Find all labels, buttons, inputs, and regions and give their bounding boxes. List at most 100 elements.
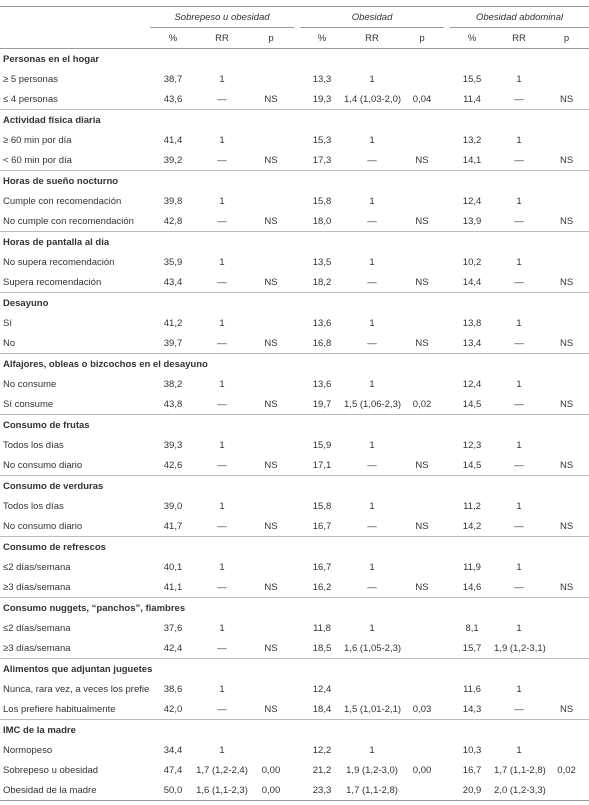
cell: 0,02 bbox=[412, 398, 432, 410]
cell: — bbox=[367, 520, 377, 532]
cell: 0,00 bbox=[248, 780, 295, 801]
cell bbox=[544, 313, 589, 333]
cell: 14,5 bbox=[462, 459, 482, 471]
data-row: Sí consume 43,8 — NS 19,7 1,5 (1,06-2,3) 0,02 1… bbox=[0, 394, 589, 415]
data-row: Cumple con recomendación 39,8 1 15,8 1 12,4 1 bbox=[0, 191, 589, 211]
cell bbox=[400, 557, 444, 577]
section-title: Consumo de refrescos bbox=[0, 536, 589, 557]
cell: 1 bbox=[219, 317, 225, 329]
cell: 14,1 bbox=[462, 154, 482, 166]
cell: 39,2 bbox=[163, 154, 183, 166]
cell: NS bbox=[415, 276, 429, 288]
cell: NS bbox=[264, 398, 278, 410]
cell bbox=[400, 740, 444, 760]
row-label: ≥3 días/semana bbox=[3, 642, 71, 654]
cell: 11,6 bbox=[463, 683, 481, 695]
cell bbox=[544, 638, 589, 659]
section-title: Alfajores, obleas o bizcochos en el desa… bbox=[0, 353, 589, 374]
row-label: ≤ 4 personas bbox=[3, 93, 58, 105]
cell: 1,9 (1,2-3,1) bbox=[494, 642, 546, 654]
gap bbox=[444, 27, 451, 49]
column-header: % bbox=[450, 27, 495, 49]
cell bbox=[248, 496, 294, 516]
column-header: p bbox=[544, 27, 589, 49]
cell: 13,6 bbox=[312, 317, 332, 329]
column-header: p bbox=[400, 27, 445, 49]
section-title: Horas de sueño nocturno bbox=[0, 170, 589, 191]
cell: 11,2 bbox=[463, 500, 481, 512]
cell: 38,2 bbox=[163, 378, 183, 390]
gap bbox=[294, 27, 301, 49]
cell: 1 bbox=[219, 378, 225, 390]
cell: — bbox=[514, 581, 524, 593]
empty-header bbox=[0, 6, 150, 28]
gap bbox=[294, 6, 301, 28]
cell: 14,2 bbox=[462, 520, 482, 532]
cell: 1 bbox=[219, 256, 225, 268]
cell: 17,3 bbox=[312, 154, 332, 166]
cell: 13,5 bbox=[312, 256, 332, 268]
section-row: Consumo nuggets, “panchos”, fiambres bbox=[0, 597, 589, 618]
cell bbox=[544, 191, 589, 211]
cell: NS bbox=[264, 581, 278, 593]
cell: 12,3 bbox=[462, 439, 482, 451]
column-header: RR bbox=[494, 27, 545, 49]
cell bbox=[400, 374, 444, 394]
cell: NS bbox=[415, 215, 429, 227]
data-row: No cumple con recomendación 42,8 — NS 18,0 — N… bbox=[0, 211, 589, 232]
group-header-row: Sobrepeso u obesidad Obesidad Obesidad abd… bbox=[0, 6, 589, 28]
cell: 10,2 bbox=[462, 256, 482, 268]
cell: — bbox=[367, 276, 377, 288]
cell: 39,8 bbox=[163, 195, 183, 207]
cell: — bbox=[217, 459, 227, 471]
cell: 10,3 bbox=[462, 744, 482, 756]
section-row: Consumo de refrescos bbox=[0, 536, 589, 557]
cell: 16,7 bbox=[312, 520, 332, 532]
cell: 1 bbox=[219, 134, 225, 146]
cell bbox=[544, 557, 589, 577]
results-table: Sobrepeso u obesidad Obesidad Obesidad abd… bbox=[0, 6, 589, 801]
data-row: Los prefiere habitualmente 42,0 — NS 18,4 1,5… bbox=[0, 699, 589, 720]
data-row: ≤2 días/semana 40,1 1 16,7 1 11,9 1 bbox=[0, 557, 589, 577]
cell: 19,3 bbox=[312, 93, 332, 105]
cell: 1,7 (1,2-2,4) bbox=[196, 764, 248, 776]
cell bbox=[248, 679, 294, 699]
section-title: Consumo de frutas bbox=[0, 414, 589, 435]
section-title: IMC de la madre bbox=[0, 719, 589, 740]
cell bbox=[248, 740, 294, 760]
cell: 0,00 bbox=[261, 764, 281, 776]
section-row: Personas en el hogar bbox=[0, 49, 589, 70]
cell: 0,02 bbox=[557, 764, 576, 776]
cell: — bbox=[514, 398, 524, 410]
cell: — bbox=[217, 581, 227, 593]
row-label: ≥3 días/semana bbox=[3, 581, 71, 593]
cell: 13,8 bbox=[462, 317, 482, 329]
cell: 17,1 bbox=[312, 459, 332, 471]
cell: 18,0 bbox=[312, 215, 332, 227]
cell: — bbox=[217, 398, 227, 410]
cell: 12,4 bbox=[462, 378, 482, 390]
section-row: Horas de sueño nocturno bbox=[0, 170, 589, 191]
cell bbox=[400, 191, 444, 211]
cell: 15,7 bbox=[462, 642, 482, 654]
section-row: Desayuno bbox=[0, 292, 589, 313]
cell: 1,5 (1,06-2,3) bbox=[344, 398, 402, 410]
row-label: No cumple con recomendación bbox=[3, 215, 134, 227]
cell: 16,7 bbox=[462, 764, 482, 776]
cell bbox=[248, 69, 294, 89]
cell bbox=[400, 618, 444, 638]
cell: 18,2 bbox=[312, 276, 332, 288]
data-row: No consume 38,2 1 13,6 1 12,4 1 bbox=[0, 374, 589, 394]
cell bbox=[544, 374, 589, 394]
row-label: Todos los días bbox=[3, 500, 64, 512]
section-title: Desayuno bbox=[0, 292, 589, 313]
cell: NS bbox=[264, 93, 278, 105]
cell bbox=[400, 69, 444, 89]
cell: 47,4 bbox=[163, 764, 183, 776]
section-row: Alfajores, obleas o bizcochos en el desa… bbox=[0, 353, 589, 374]
cell: 1,6 (1,05-2,3) bbox=[344, 642, 402, 654]
cell bbox=[544, 740, 589, 760]
cell: NS bbox=[559, 93, 574, 105]
cell: 14,6 bbox=[462, 581, 482, 593]
cell: 1 bbox=[369, 744, 375, 756]
